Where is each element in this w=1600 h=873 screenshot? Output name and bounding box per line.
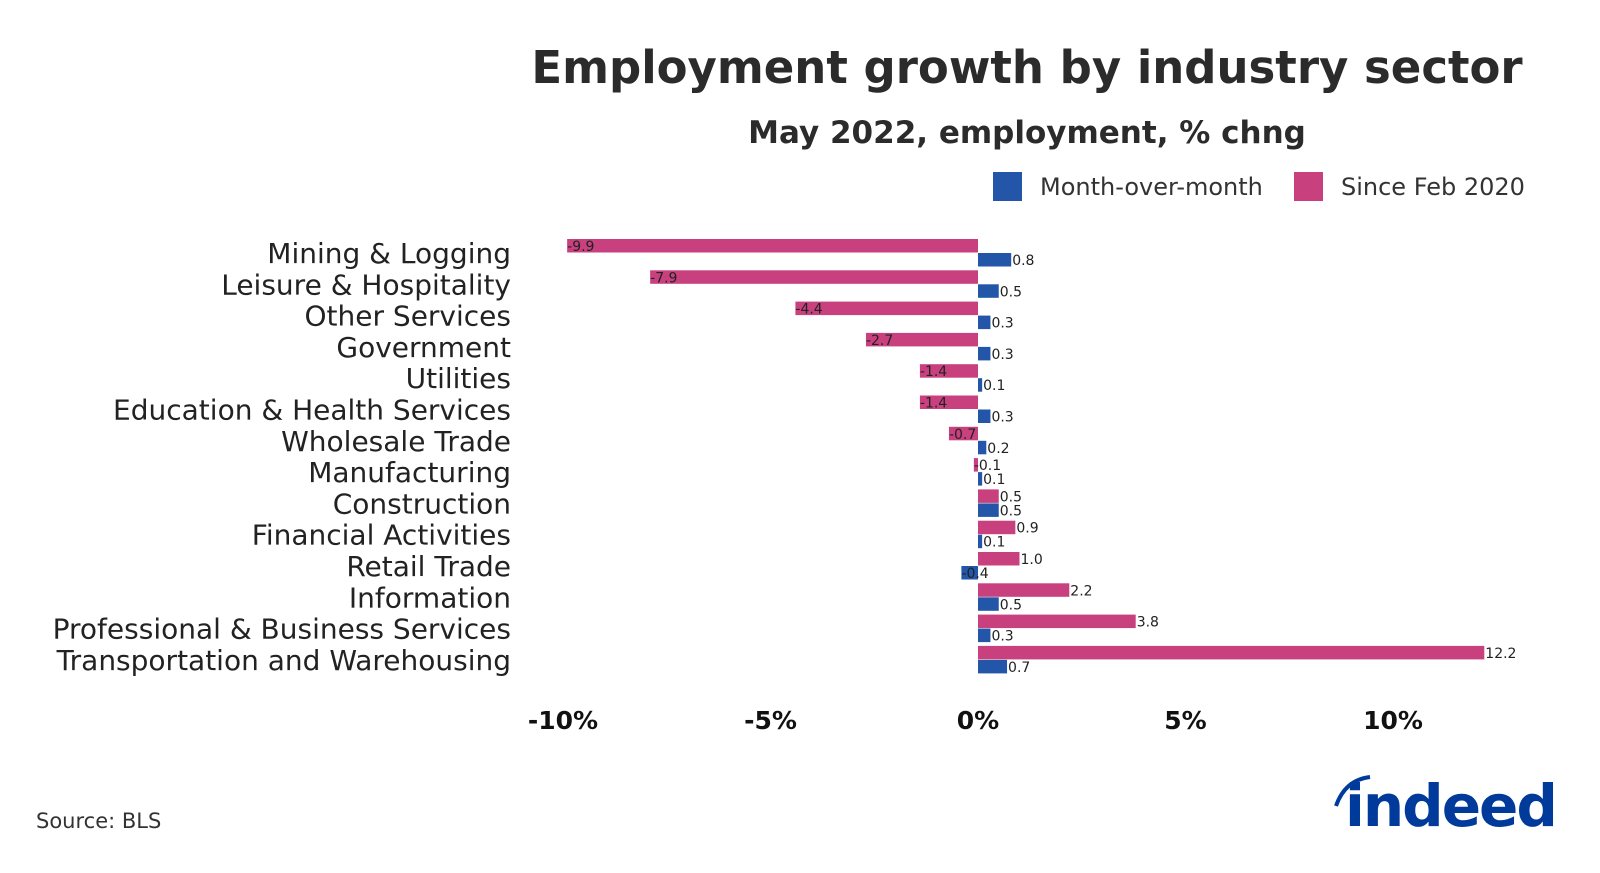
- data-label: 0.3: [991, 316, 1013, 332]
- bar-month-over-month: [978, 315, 991, 330]
- category-label: Manufacturing: [308, 456, 511, 489]
- category-label: Information: [349, 581, 511, 614]
- data-label: 0.5: [1000, 503, 1022, 519]
- category-label: Retail Trade: [346, 550, 511, 583]
- bars: -9.9 0.8 -7.9 0.5 -4.4 0.3 -2.7 0.3 -1.4 0.1 -1.4 0…: [567, 239, 1516, 676]
- data-label: 0.1: [983, 472, 1005, 488]
- data-label: -0.1: [974, 458, 1001, 474]
- bar-since-feb-2020: [865, 332, 978, 347]
- bar-month-over-month: [978, 253, 1012, 267]
- bar-month-over-month: [978, 440, 987, 455]
- x-tick-label: 10%: [1363, 706, 1423, 735]
- bar-month-over-month: [978, 628, 991, 643]
- data-label: 0.3: [991, 410, 1013, 426]
- data-label: 12.2: [1485, 646, 1516, 662]
- category-label: Transportation and Warehousing: [56, 644, 511, 677]
- category-label: Government: [336, 331, 511, 364]
- data-label: 1.0: [1021, 552, 1043, 568]
- data-label: 0.3: [991, 347, 1013, 363]
- data-label: -2.7: [866, 333, 893, 349]
- chart-subtitle: May 2022, employment, % chng: [748, 115, 1306, 151]
- data-label: 0.5: [1000, 597, 1022, 613]
- indeed-logo: indeed: [1334, 772, 1558, 840]
- bar-since-feb-2020: [919, 364, 978, 378]
- legend: Month-over-month Since Feb 2020: [993, 172, 1525, 201]
- data-label: 0.9: [1016, 521, 1038, 537]
- category-label: Wholesale Trade: [281, 425, 511, 458]
- data-label: 0.1: [983, 535, 1005, 551]
- bar-month-over-month: [978, 503, 999, 517]
- bar-since-feb-2020: [978, 520, 1016, 535]
- data-label: 0.8: [1012, 253, 1034, 269]
- x-axis-ticks: -10% -5% 0% 5% 10%: [528, 706, 1423, 735]
- svg-text:indeed: indeed: [1345, 772, 1556, 840]
- bar-month-over-month: [978, 284, 999, 298]
- bar-month-over-month: [978, 597, 999, 611]
- category-label: Education & Health Services: [113, 394, 511, 427]
- bar-since-feb-2020: [650, 270, 978, 284]
- legend-label-month-over-month: Month-over-month: [1040, 173, 1263, 201]
- category-label: Financial Activities: [252, 519, 511, 552]
- bar-month-over-month: [978, 472, 983, 486]
- legend-swatch-since-feb-2020: [1294, 172, 1323, 201]
- bar-since-feb-2020: [973, 458, 978, 472]
- bar-since-feb-2020: [919, 395, 978, 409]
- category-label: Mining & Logging: [267, 237, 511, 270]
- data-label: -0.7: [949, 427, 976, 443]
- x-tick-label: 0%: [957, 706, 999, 735]
- data-label: 0.3: [991, 629, 1013, 645]
- chart-title: Employment growth by industry sector: [531, 41, 1523, 94]
- bar-since-feb-2020: [978, 645, 1485, 660]
- bar-month-over-month: [978, 534, 983, 549]
- source-note: Source: BLS: [36, 809, 161, 833]
- data-label: -1.4: [920, 396, 947, 412]
- data-label: -7.9: [650, 270, 677, 286]
- data-label: 0.5: [1000, 489, 1022, 505]
- bar-month-over-month: [978, 378, 983, 392]
- bar-month-over-month: [978, 659, 1008, 674]
- data-label: -0.4: [961, 566, 988, 582]
- bar-since-feb-2020: [978, 552, 1020, 566]
- legend-swatch-month-over-month: [993, 172, 1022, 201]
- bar-month-over-month: [961, 566, 978, 580]
- bar-since-feb-2020: [948, 426, 978, 441]
- category-label: Professional & Business Services: [53, 613, 511, 646]
- bar-since-feb-2020: [978, 614, 1136, 629]
- category-label: Utilities: [406, 362, 511, 395]
- bar-since-feb-2020: [978, 489, 999, 503]
- x-tick-label: -10%: [528, 706, 598, 735]
- data-label: -4.4: [795, 302, 822, 318]
- bar-month-over-month: [978, 346, 991, 361]
- category-label: Leisure & Hospitality: [221, 268, 511, 301]
- legend-label-since-feb-2020: Since Feb 2020: [1341, 173, 1525, 201]
- bar-since-feb-2020: [795, 301, 978, 316]
- data-label: -1.4: [920, 364, 947, 380]
- bar-since-feb-2020: [978, 583, 1070, 597]
- x-tick-label: -5%: [744, 706, 797, 735]
- data-label: 0.1: [983, 378, 1005, 394]
- category-label: Construction: [333, 487, 511, 520]
- data-label: 0.7: [1008, 660, 1030, 676]
- data-label: 2.2: [1070, 583, 1092, 599]
- data-label: 0.2: [987, 441, 1009, 457]
- data-label: -9.9: [567, 239, 594, 255]
- category-label: Other Services: [305, 300, 511, 333]
- data-label: 0.5: [1000, 284, 1022, 300]
- bar-since-feb-2020: [567, 239, 978, 253]
- data-label: 3.8: [1137, 615, 1159, 631]
- bar-month-over-month: [978, 409, 991, 423]
- x-tick-label: 5%: [1164, 706, 1206, 735]
